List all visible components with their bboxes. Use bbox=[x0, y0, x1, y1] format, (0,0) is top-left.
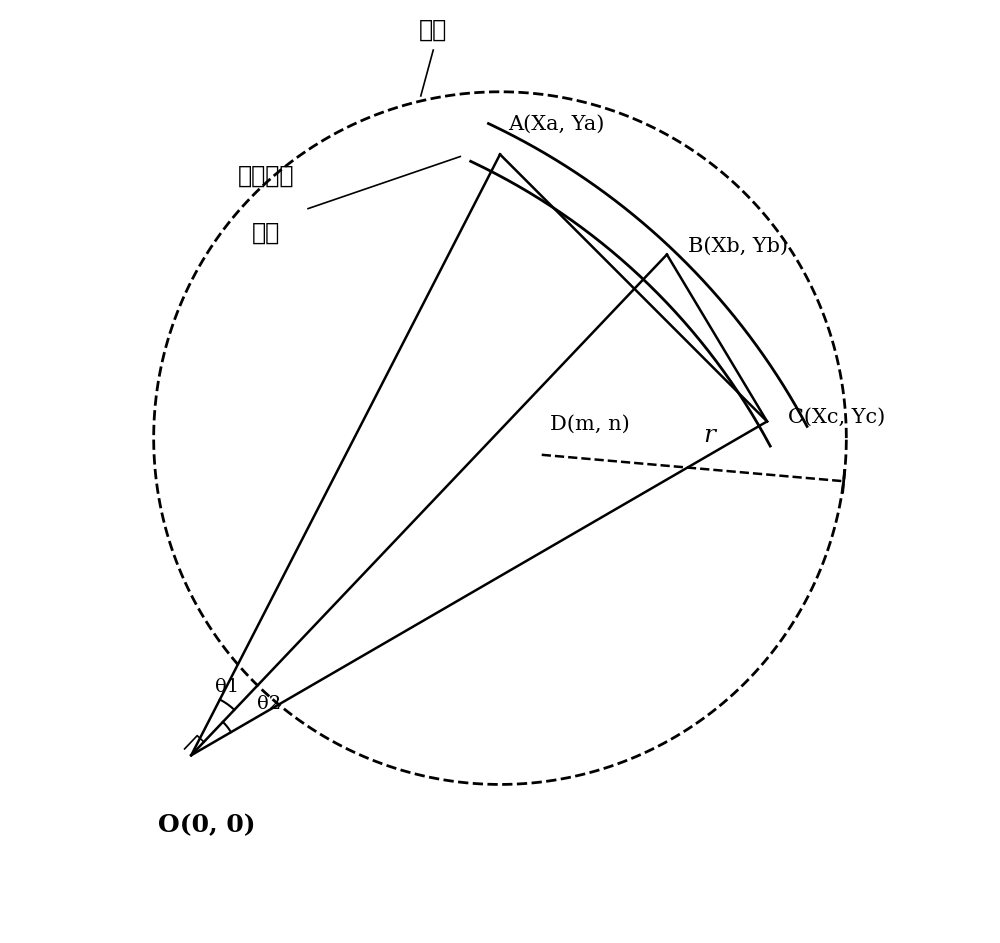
Text: r: r bbox=[703, 424, 715, 447]
Text: θ1: θ1 bbox=[215, 678, 239, 696]
Text: A(Xa, Ya): A(Xa, Ya) bbox=[508, 114, 605, 134]
Text: B(Xb, Yb): B(Xb, Yb) bbox=[688, 237, 788, 256]
Text: 外径: 外径 bbox=[419, 18, 447, 41]
Text: θ2: θ2 bbox=[257, 695, 281, 713]
Text: 电缆管道: 电缆管道 bbox=[238, 164, 295, 188]
Text: C(Xc, Yc): C(Xc, Yc) bbox=[788, 407, 885, 427]
Text: 内径: 内径 bbox=[252, 222, 280, 245]
Text: D(m, n): D(m, n) bbox=[550, 415, 630, 434]
Text: O(0, 0): O(0, 0) bbox=[158, 814, 255, 837]
